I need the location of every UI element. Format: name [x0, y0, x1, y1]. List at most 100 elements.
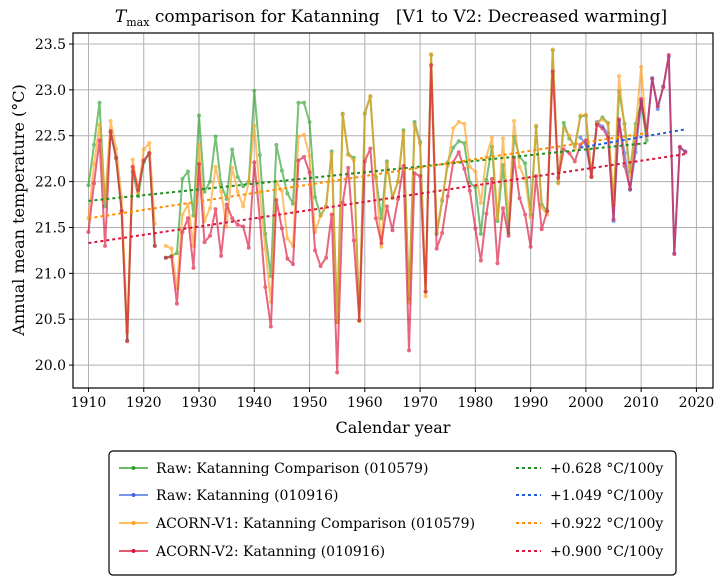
data-point [219, 253, 224, 258]
data-point [655, 107, 660, 112]
title-var-sub: max [126, 16, 150, 29]
data-point [407, 348, 412, 353]
data-point [152, 243, 157, 248]
data-point [285, 191, 290, 196]
legend-label: Raw: Katanning Comparison (010579) [156, 461, 428, 477]
data-point [561, 120, 566, 125]
title-rest: comparison for Katanning [V1 to V2: Decr… [149, 7, 667, 27]
data-point [666, 53, 671, 58]
data-point [103, 197, 108, 202]
data-point [583, 112, 588, 117]
legend-item-trend: +1.049 °C/100y [516, 488, 663, 504]
data-point [324, 255, 329, 260]
data-point [589, 175, 594, 180]
data-point [147, 141, 152, 146]
data-point [285, 236, 290, 241]
data-point [279, 226, 284, 231]
x-tick-label: 1910 [71, 395, 107, 411]
data-point [517, 164, 522, 169]
legend-label: ACORN-V1: Katanning Comparison (010579) [155, 516, 475, 532]
data-point [445, 164, 450, 169]
data-point [401, 164, 406, 169]
data-point [467, 188, 472, 193]
series-line [165, 54, 687, 374]
data-point [329, 152, 334, 157]
data-point [241, 204, 246, 209]
data-point [395, 179, 400, 184]
chart-title: Tmax comparison for Katanning [V1 to V2:… [115, 7, 667, 29]
data-point [296, 100, 301, 105]
data-point [302, 154, 307, 159]
series-raw-katanning-comparison-010579 [86, 48, 649, 343]
data-point [340, 112, 345, 117]
data-point [462, 121, 467, 126]
data-point [92, 162, 97, 167]
legend-label: Raw: Katanning (010916) [156, 488, 338, 504]
y-tick-label: 21.0 [35, 266, 66, 282]
data-point [335, 370, 340, 375]
data-point [213, 164, 218, 169]
data-point [86, 230, 91, 235]
data-point [368, 94, 373, 99]
data-point [500, 136, 505, 141]
data-point [473, 226, 478, 231]
data-point [517, 196, 522, 201]
data-point [235, 175, 240, 180]
y-axis-label: Annual mean temperature (°C) [9, 84, 28, 336]
data-point [329, 149, 334, 154]
data-point [147, 151, 152, 156]
data-point [534, 123, 539, 128]
legend-marker [131, 521, 136, 525]
data-point [302, 132, 307, 137]
data-point [467, 164, 472, 169]
data-point [296, 158, 301, 163]
data-point [672, 252, 677, 257]
data-point [440, 230, 445, 235]
data-point [285, 256, 290, 261]
grid [73, 33, 713, 388]
legend-trend-label: +0.628 °C/100y [550, 461, 663, 477]
data-point [230, 147, 235, 152]
data-point [500, 206, 505, 211]
data-point [622, 127, 627, 132]
data-point [307, 170, 312, 175]
data-point [379, 241, 384, 246]
data-point [307, 153, 312, 158]
x-tick-label: 1990 [513, 395, 549, 411]
data-point [677, 144, 682, 149]
trend-line [88, 131, 647, 220]
data-point [252, 123, 257, 128]
data-point [462, 141, 467, 146]
axes-frame [72, 32, 714, 389]
data-point [495, 216, 500, 221]
data-point [528, 244, 533, 249]
data-point [390, 228, 395, 233]
data-point [617, 74, 622, 79]
data-point [274, 197, 279, 202]
data-point [296, 134, 301, 139]
data-point [235, 189, 240, 194]
data-point [412, 171, 417, 176]
x-tick-label: 1970 [402, 395, 438, 411]
data-point [163, 243, 168, 248]
data-point [230, 216, 235, 221]
data-point [401, 130, 406, 135]
data-point [373, 176, 378, 181]
data-point [185, 202, 190, 207]
y-tick-label: 20.5 [35, 312, 66, 328]
data-point [241, 224, 246, 229]
data-point [213, 134, 218, 139]
data-point [550, 69, 555, 74]
data-point [418, 141, 423, 146]
legend-trend-label: +0.922 °C/100y [550, 516, 663, 532]
data-point [246, 245, 251, 250]
legend-item: Raw: Katanning (010916) [119, 488, 338, 504]
data-point [208, 179, 213, 184]
trend-line [88, 153, 686, 245]
data-point [489, 135, 494, 140]
y-tick-label: 22.5 [35, 129, 66, 145]
data-point [556, 181, 561, 186]
data-point [484, 211, 489, 216]
data-point [141, 147, 146, 152]
data-point [617, 117, 622, 122]
